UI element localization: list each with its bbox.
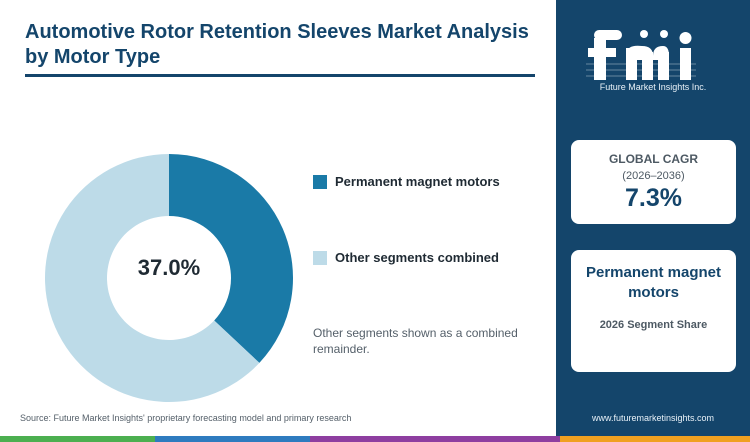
legend-swatch (313, 250, 327, 265)
cagr-card: GLOBAL CAGR (2026–2036) 7.3% (571, 140, 736, 224)
source-citation: Source: Future Market Insights' propriet… (20, 413, 352, 423)
chart-panel: Automotive Rotor Retention Sleeves Marke… (20, 21, 535, 423)
title-divider (25, 74, 535, 77)
cagr-period: (2026–2036) (622, 170, 685, 182)
donut-center-value: 37.0% (137, 255, 201, 280)
donut-chart (44, 153, 294, 403)
legend-item-permanent-magnet: Permanent magnet motors (313, 174, 500, 189)
donut-slice-other-segments-combined (44, 154, 260, 402)
bottom-color-bar (0, 436, 750, 442)
segment-title: Permanent magnet motors (585, 264, 722, 301)
fmi-logo (586, 30, 696, 80)
bar-segment-green (0, 436, 155, 442)
website-link[interactable]: www.futuremarketinsights.com (591, 413, 715, 423)
bar-segment-blue (155, 436, 310, 442)
legend-swatch (313, 174, 327, 189)
donut-slice-permanent-magnet-motors (169, 154, 293, 363)
legend-item-other-segments: Other segments combined (313, 250, 499, 265)
legend-label: Other segments combined (335, 250, 499, 265)
segment-card: Permanent magnet motors 2026 Segment Sha… (571, 250, 736, 372)
chart-title: Automotive Rotor Retention Sleeves Marke… (25, 21, 529, 68)
donut-svg (44, 154, 293, 402)
chart-note: Other segments shown as a combined remai… (313, 326, 518, 356)
bar-segment-orange (560, 436, 750, 442)
sidebar: Future Market Insights Inc. GLOBAL CAGR … (556, 0, 750, 436)
segment-subtitle: 2026 Segment Share (599, 319, 708, 331)
cagr-value: 7.3% (625, 184, 682, 212)
bar-segment-purple (310, 436, 560, 442)
legend-label: Permanent magnet motors (335, 174, 500, 189)
logo-subtitle: Future Market Insights Inc. (599, 82, 707, 92)
cagr-label: GLOBAL CAGR (608, 152, 699, 166)
